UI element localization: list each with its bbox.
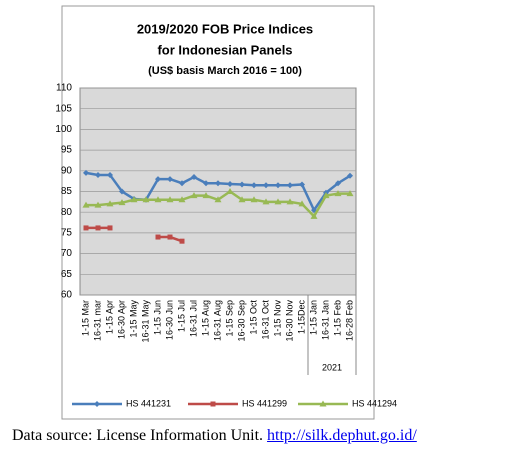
point: [82, 201, 90, 208]
point: [215, 180, 221, 187]
point: [210, 401, 216, 407]
point: [190, 192, 198, 199]
x-tick-label: 16-30 Nov: [284, 300, 294, 342]
point: [238, 196, 246, 203]
point: [274, 198, 282, 205]
chart-subtitle: for Indonesian Panels: [157, 42, 292, 57]
x-tick-label: 1-15 Sep: [224, 300, 234, 337]
point: [263, 182, 269, 189]
point: [166, 196, 174, 203]
x-tick-label: 1-15 Oct: [248, 300, 258, 335]
x-tick-label: 1-15 May: [128, 300, 138, 338]
x-tick-label: 1-15 Jan: [308, 300, 318, 335]
point: [335, 180, 341, 187]
y-tick-label: 65: [61, 269, 73, 280]
x-tick-label: 16-31 Oct: [260, 300, 270, 340]
year-label: 2021: [322, 362, 342, 372]
point: [106, 200, 114, 207]
x-tick-label: 1-15 Jul: [176, 300, 186, 332]
point: [107, 225, 113, 231]
point: [310, 212, 318, 219]
point: [95, 225, 101, 231]
source: Data source: License Information Unit. h…: [12, 427, 417, 445]
point: [299, 181, 305, 188]
point: [286, 198, 294, 205]
point: [94, 201, 102, 208]
y-tick-label: 60: [61, 290, 73, 301]
y-tick-label: 90: [61, 165, 73, 176]
y-tick-label: 80: [61, 207, 73, 218]
x-tick-label: 1-15 Mar: [80, 300, 90, 336]
point: [118, 199, 126, 206]
point: [262, 198, 270, 205]
point: [202, 192, 210, 199]
x-tick-label: 1-15 Jun: [152, 300, 162, 335]
point: [191, 174, 197, 181]
point: [346, 190, 354, 197]
point: [130, 196, 138, 203]
point: [287, 182, 293, 189]
point: [83, 169, 89, 176]
x-tick-label: 16-31 Jan: [320, 300, 330, 340]
point: [179, 180, 185, 187]
y-tick-label: 110: [56, 83, 72, 94]
point: [226, 188, 234, 194]
point: [167, 176, 173, 183]
point: [214, 196, 222, 203]
point: [347, 172, 353, 179]
x-tick-label: 1-15 Nov: [272, 300, 282, 337]
point: [298, 200, 306, 207]
point: [154, 196, 162, 203]
point: [155, 176, 161, 183]
x-tick-label: 16-30 Jun: [164, 300, 174, 340]
x-tick-label: 16-31 May: [140, 300, 150, 343]
x-tick-label: 1-15 Feb: [332, 300, 342, 336]
x-tick-label: 16-31 Aug: [212, 300, 222, 341]
x-tick-label: 1-15 Apr: [104, 300, 114, 334]
point: [95, 171, 101, 178]
y-tick-label: 95: [61, 145, 73, 156]
source-link[interactable]: http://silk.dephut.go.id/: [267, 427, 417, 444]
y-tick-label: 85: [61, 186, 73, 197]
chart-title: 2019/2020 FOB Price Indices: [137, 21, 313, 36]
source-text: Data source: License Information Unit.: [12, 427, 264, 444]
legend-label: HS 441294: [352, 398, 397, 408]
x-tick-label: 16-30 Sep: [236, 300, 246, 342]
point: [107, 171, 113, 178]
x-tick-label: 16-31 Jul: [188, 300, 198, 337]
x-tick-label: 1-15 Aug: [200, 300, 210, 336]
point: [167, 234, 173, 240]
point: [94, 401, 100, 407]
point: [334, 190, 342, 197]
y-tick-label: 70: [61, 248, 73, 259]
x-tick-label: 16-30 Apr: [116, 300, 126, 339]
point: [322, 192, 330, 199]
point: [155, 234, 161, 240]
point: [275, 182, 281, 189]
x-tick-label: 1-15Dec: [296, 300, 306, 335]
y-tick-label: 105: [55, 103, 72, 114]
legend-label: HS 441231: [126, 398, 171, 408]
point: [227, 181, 233, 188]
point: [142, 196, 150, 203]
point: [251, 182, 257, 189]
point: [178, 196, 186, 203]
point: [179, 238, 185, 244]
y-tick-label: 75: [61, 228, 73, 239]
legend-label: HS 441299: [242, 398, 287, 408]
point: [203, 180, 209, 187]
x-tick-label: 16-28 Feb: [344, 300, 354, 341]
point: [239, 181, 245, 188]
point: [83, 225, 89, 231]
point: [319, 400, 327, 407]
y-tick-label: 100: [55, 124, 72, 135]
chart-note: (US$ basis March 2016 = 100): [148, 65, 302, 77]
x-tick-label: 16-31 mar: [92, 300, 102, 341]
point: [119, 188, 125, 195]
point: [250, 196, 258, 203]
